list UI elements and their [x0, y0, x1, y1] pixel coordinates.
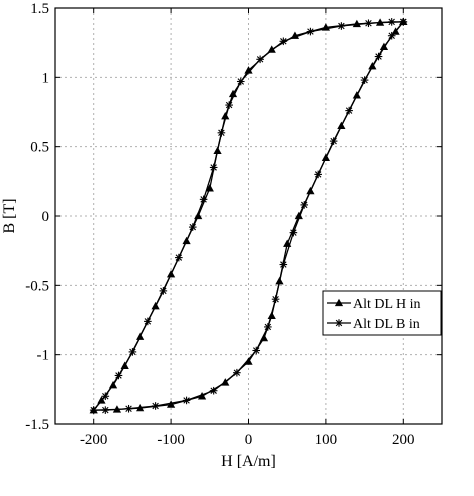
data-point — [89, 406, 98, 414]
data-point — [209, 386, 218, 395]
data-point — [114, 371, 123, 380]
data-point — [360, 76, 369, 84]
data-point — [209, 163, 218, 172]
y-tick-label: -1 — [37, 348, 50, 364]
data-point — [101, 392, 110, 401]
x-tick-label: 0 — [245, 432, 253, 448]
data-point — [256, 55, 264, 64]
data-point — [151, 402, 160, 410]
data-point — [399, 18, 408, 26]
y-tick-label: 0 — [42, 209, 50, 225]
data-point — [279, 37, 288, 46]
data-point — [374, 52, 383, 61]
x-tick-label: -100 — [157, 432, 185, 448]
data-point — [128, 348, 137, 356]
legend-label: Alt DL B in — [353, 317, 420, 332]
data-point — [271, 295, 280, 303]
data-point — [252, 346, 261, 355]
y-axis-label: B [T] — [1, 198, 18, 233]
data-point — [188, 223, 197, 231]
axis-ticks: -200 -100 0 100 200 -1.5 -1 -0.5 0 0.5 1 1.5 — [25, 1, 442, 448]
data-point — [306, 27, 315, 36]
legend-marker — [334, 298, 344, 307]
grid — [55, 8, 442, 424]
data-point — [199, 195, 208, 204]
data-point — [387, 18, 396, 26]
data-point — [124, 404, 133, 413]
data-point — [379, 42, 389, 51]
data-point — [387, 31, 396, 40]
data-point — [101, 406, 110, 414]
data-point — [144, 317, 152, 326]
legend-box — [322, 290, 442, 336]
x-tick-label: 100 — [315, 432, 338, 448]
legend-item: Alt DL H in — [327, 297, 421, 312]
data-point — [337, 22, 346, 30]
data-point — [166, 400, 176, 408]
data-point — [329, 137, 338, 145]
legend: Alt DL H in Alt DL B in — [322, 290, 442, 336]
legend-marker — [335, 319, 343, 327]
legend-item: Alt DL B in — [327, 317, 420, 332]
data-point — [236, 77, 245, 86]
y-tick-label: -0.5 — [25, 278, 49, 294]
data-point — [205, 184, 214, 192]
x-tick-label: -200 — [80, 432, 108, 448]
y-tick-label: 1.5 — [30, 1, 49, 17]
data-point — [279, 260, 288, 269]
x-axis-label: H [A/m] — [221, 453, 276, 470]
y-tick-label: 1 — [42, 70, 50, 86]
legend-label: Alt DL H in — [353, 297, 421, 312]
data-point — [345, 106, 353, 115]
data-point — [217, 129, 226, 137]
series-lines — [89, 17, 408, 414]
data-point — [364, 19, 373, 28]
x-tick-label: 200 — [392, 432, 415, 448]
data-point — [182, 396, 191, 405]
data-point — [264, 323, 272, 331]
data-point — [159, 287, 168, 295]
data-point — [289, 228, 298, 237]
data-point — [225, 101, 233, 109]
y-tick-label: 0.5 — [30, 140, 49, 156]
series-2 — [89, 18, 408, 414]
data-point — [233, 368, 241, 377]
data-point — [314, 170, 322, 179]
y-tick-label: -1.5 — [25, 417, 49, 433]
data-point — [175, 253, 183, 262]
data-point — [300, 201, 309, 209]
